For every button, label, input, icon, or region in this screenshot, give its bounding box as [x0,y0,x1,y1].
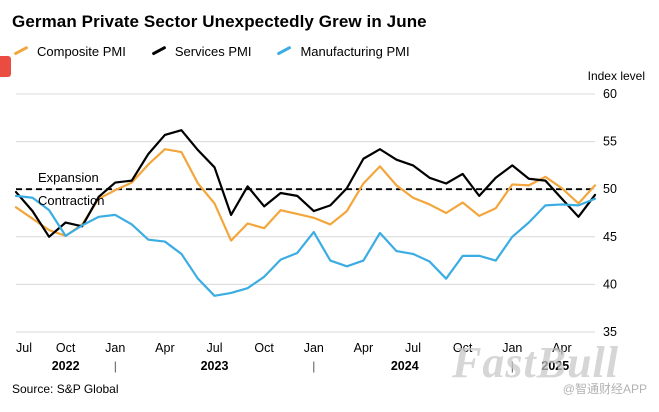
svg-text:Index level: Index level [588,69,645,83]
svg-text:Oct: Oct [56,341,76,355]
svg-text:55: 55 [603,135,617,149]
legend-label-composite: Composite PMI [37,43,126,59]
svg-text:Jul: Jul [207,341,223,355]
pmi-chart-svg: 35 40 45 50 55 60 Index level Jul Oct Jan Apr Jul Oc… [14,69,645,373]
svg-text:Jan: Jan [502,341,522,355]
svg-text:Contraction: Contraction [38,193,104,208]
svg-text:40: 40 [603,277,617,291]
services-line-swatch-icon [151,45,167,55]
legend-label-manufacturing: Manufacturing PMI [300,43,410,59]
legend-item-composite: Composite PMI [13,43,126,59]
svg-text:45: 45 [603,230,617,244]
source-text: Source: S&P Global [12,381,119,396]
svg-text:2025: 2025 [541,359,569,373]
legend-item-services: Services PMI [151,43,252,59]
svg-text:|: | [114,359,117,373]
footer: Source: S&P Global @智通财经APP [12,380,647,397]
svg-text:Jul: Jul [16,341,32,355]
svg-text:2024: 2024 [391,359,419,373]
svg-text:Jul: Jul [405,341,421,355]
svg-text:2023: 2023 [201,359,229,373]
composite-line-swatch-icon [13,45,29,55]
page-title: German Private Sector Unexpectedly Grew … [12,12,427,31]
chart-area: 35 40 45 50 55 60 Index level Jul Oct Jan Apr Jul Oc… [12,64,647,387]
svg-text:2022: 2022 [52,359,80,373]
logo-fragment [0,56,11,77]
svg-text:Apr: Apr [354,341,373,355]
svg-text:Apr: Apr [552,341,571,355]
svg-text:|: | [511,359,514,373]
svg-text:Apr: Apr [155,341,174,355]
svg-text:|: | [312,359,315,373]
legend: Composite PMI Services PMI Manufacturing… [13,42,647,60]
svg-text:Oct: Oct [453,341,473,355]
svg-text:Jan: Jan [304,341,324,355]
svg-text:60: 60 [603,87,617,101]
legend-item-manufacturing: Manufacturing PMI [277,43,410,59]
svg-text:Jan: Jan [105,341,125,355]
svg-text:Expansion: Expansion [38,170,99,185]
svg-text:50: 50 [603,182,617,196]
credit-text: @智通财经APP [562,382,647,396]
svg-text:35: 35 [603,325,617,339]
legend-label-services: Services PMI [174,43,252,59]
svg-text:Oct: Oct [254,341,274,355]
manufacturing-line-swatch-icon [277,45,292,55]
